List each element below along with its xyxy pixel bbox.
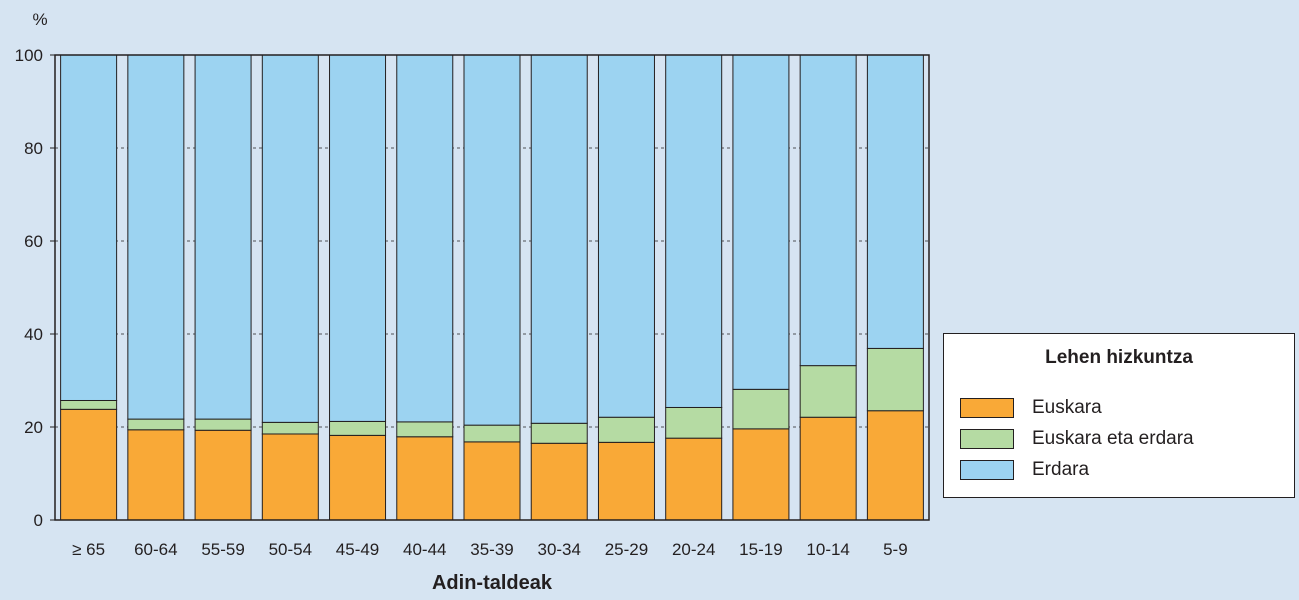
x-tick-label: 5-9 xyxy=(883,540,908,559)
legend-item-euskara: Euskara xyxy=(960,396,1102,420)
bar-segment xyxy=(60,399,118,410)
bar-segment xyxy=(665,437,723,521)
bar-segment xyxy=(127,429,185,521)
x-tick-label: 35-39 xyxy=(470,540,513,559)
x-tick-label: ≥ 65 xyxy=(72,540,105,559)
y-unit-label: % xyxy=(32,10,47,29)
bar-segment xyxy=(194,54,252,420)
x-tick-label: 45-49 xyxy=(336,540,379,559)
bar-segment xyxy=(597,441,655,521)
bar-segment xyxy=(329,434,387,521)
bars xyxy=(60,54,924,521)
bar-segment xyxy=(799,365,857,418)
legend-swatch-euskara xyxy=(960,398,1014,418)
legend-item-erdara: Erdara xyxy=(960,458,1089,482)
bar-segment xyxy=(866,54,924,349)
bar-segment xyxy=(597,54,655,418)
x-axis-label: Adin-taldeak xyxy=(432,572,553,594)
legend-title: Lehen hizkuntza xyxy=(1045,347,1193,368)
bar-segment xyxy=(732,54,790,390)
x-tick-label: 25-29 xyxy=(605,540,648,559)
x-tick-label: 30-34 xyxy=(537,540,580,559)
bar-segment xyxy=(866,410,924,521)
bar-segment xyxy=(799,416,857,521)
bar-segment xyxy=(261,421,319,435)
bar-segment xyxy=(799,54,857,367)
legend-label-erdara: Erdara xyxy=(1032,459,1090,480)
legend-label-euskara: Euskara xyxy=(1032,397,1102,418)
bar-segment xyxy=(530,442,588,521)
legend: Lehen hizkuntza Euskara Euskara eta erda… xyxy=(943,333,1295,498)
bar-segment xyxy=(194,429,252,521)
bar-segment xyxy=(396,436,454,521)
bar-segment xyxy=(463,424,521,443)
bar-segment xyxy=(665,406,723,439)
bar-segment xyxy=(530,54,588,424)
bar-segment xyxy=(396,421,454,438)
bar-segment xyxy=(732,388,790,430)
legend-swatch-euskara-eta-erdara xyxy=(960,429,1014,449)
plot-frame xyxy=(54,54,930,521)
bar-segment xyxy=(127,418,185,431)
bar-segment xyxy=(665,54,723,408)
x-tick-label: 60-64 xyxy=(134,540,177,559)
x-tick-label: 40-44 xyxy=(403,540,446,559)
bar-segment xyxy=(329,420,387,436)
x-tick-label: 10-14 xyxy=(806,540,849,559)
x-tick-label: 15-19 xyxy=(739,540,782,559)
bar-segment xyxy=(60,54,118,401)
axes xyxy=(54,54,930,521)
bar-segment xyxy=(866,347,924,412)
y-tick-label: 40 xyxy=(24,325,43,344)
bar-segment xyxy=(530,422,588,444)
y-tick-label: 20 xyxy=(24,418,43,437)
legend-swatch-erdara xyxy=(960,460,1014,480)
bar-segment xyxy=(329,54,387,422)
x-axis-tick-labels: ≥ 65 60-64 55-59 50-54 45-49 40-44 35-39 30-34 2… xyxy=(72,540,908,559)
y-tick-label: 0 xyxy=(34,511,43,530)
bar-segment xyxy=(60,408,118,521)
legend-item-euskara-eta-erdara: Euskara eta erdara xyxy=(960,427,1194,451)
bar-segment xyxy=(463,54,521,426)
x-tick-label: 20-24 xyxy=(672,540,715,559)
y-tick-label: 100 xyxy=(15,46,43,65)
bar-segment xyxy=(396,54,454,423)
y-tick-label: 60 xyxy=(24,232,43,251)
bar-segment xyxy=(261,54,319,423)
bar-segment xyxy=(463,441,521,521)
legend-label-euskara-eta-erdara: Euskara eta erdara xyxy=(1032,428,1194,449)
bar-segment xyxy=(127,54,185,420)
bar-segment xyxy=(261,433,319,521)
bar-segment xyxy=(597,416,655,443)
bar-segment xyxy=(732,428,790,521)
x-tick-label: 50-54 xyxy=(269,540,312,559)
bar-segment xyxy=(194,418,252,431)
y-tick-label: 80 xyxy=(24,139,43,158)
y-axis-tick-labels: 0 20 40 60 80 100 xyxy=(15,46,55,530)
x-tick-label: 55-59 xyxy=(201,540,244,559)
